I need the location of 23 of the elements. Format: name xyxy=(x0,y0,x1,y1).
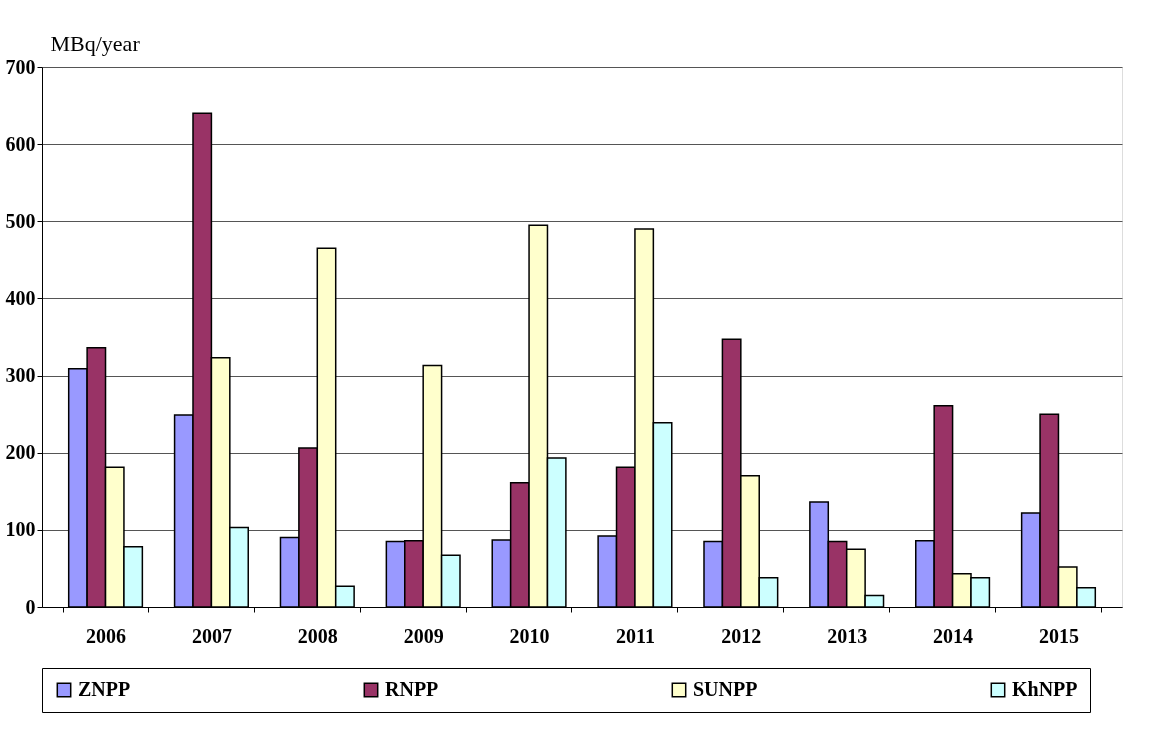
y-tick-label: 0 xyxy=(25,595,36,618)
y-tick-label: 500 xyxy=(5,209,36,232)
x-tick-label: 2007 xyxy=(191,624,232,647)
x-tick-label: 2012 xyxy=(721,624,762,647)
x-tick-label: 2008 xyxy=(297,624,338,647)
x-tick-label: 2015 xyxy=(1038,624,1079,647)
y-tick-label: 100 xyxy=(5,518,36,541)
x-tick-label: 2010 xyxy=(509,624,550,647)
x-tick-label: 2006 xyxy=(86,624,127,647)
y-tick-label: 200 xyxy=(5,441,36,464)
y-tick-label: 700 xyxy=(5,55,36,78)
legend-label: SUNPP xyxy=(693,678,758,700)
x-tick-label: 2013 xyxy=(827,624,868,647)
legend-label: ZNPP xyxy=(78,678,131,700)
x-tick-label: 2011 xyxy=(615,624,655,647)
x-tick-label: 2014 xyxy=(933,624,974,647)
y-axis-title: MBq/year xyxy=(50,30,141,56)
y-tick-label: 600 xyxy=(5,132,36,155)
legend-label: RNPP xyxy=(385,678,439,700)
y-tick-label: 300 xyxy=(5,364,36,387)
y-tick-label: 400 xyxy=(5,286,36,309)
legend-label: KhNPP xyxy=(1012,678,1078,700)
x-tick-label: 2009 xyxy=(403,624,444,647)
